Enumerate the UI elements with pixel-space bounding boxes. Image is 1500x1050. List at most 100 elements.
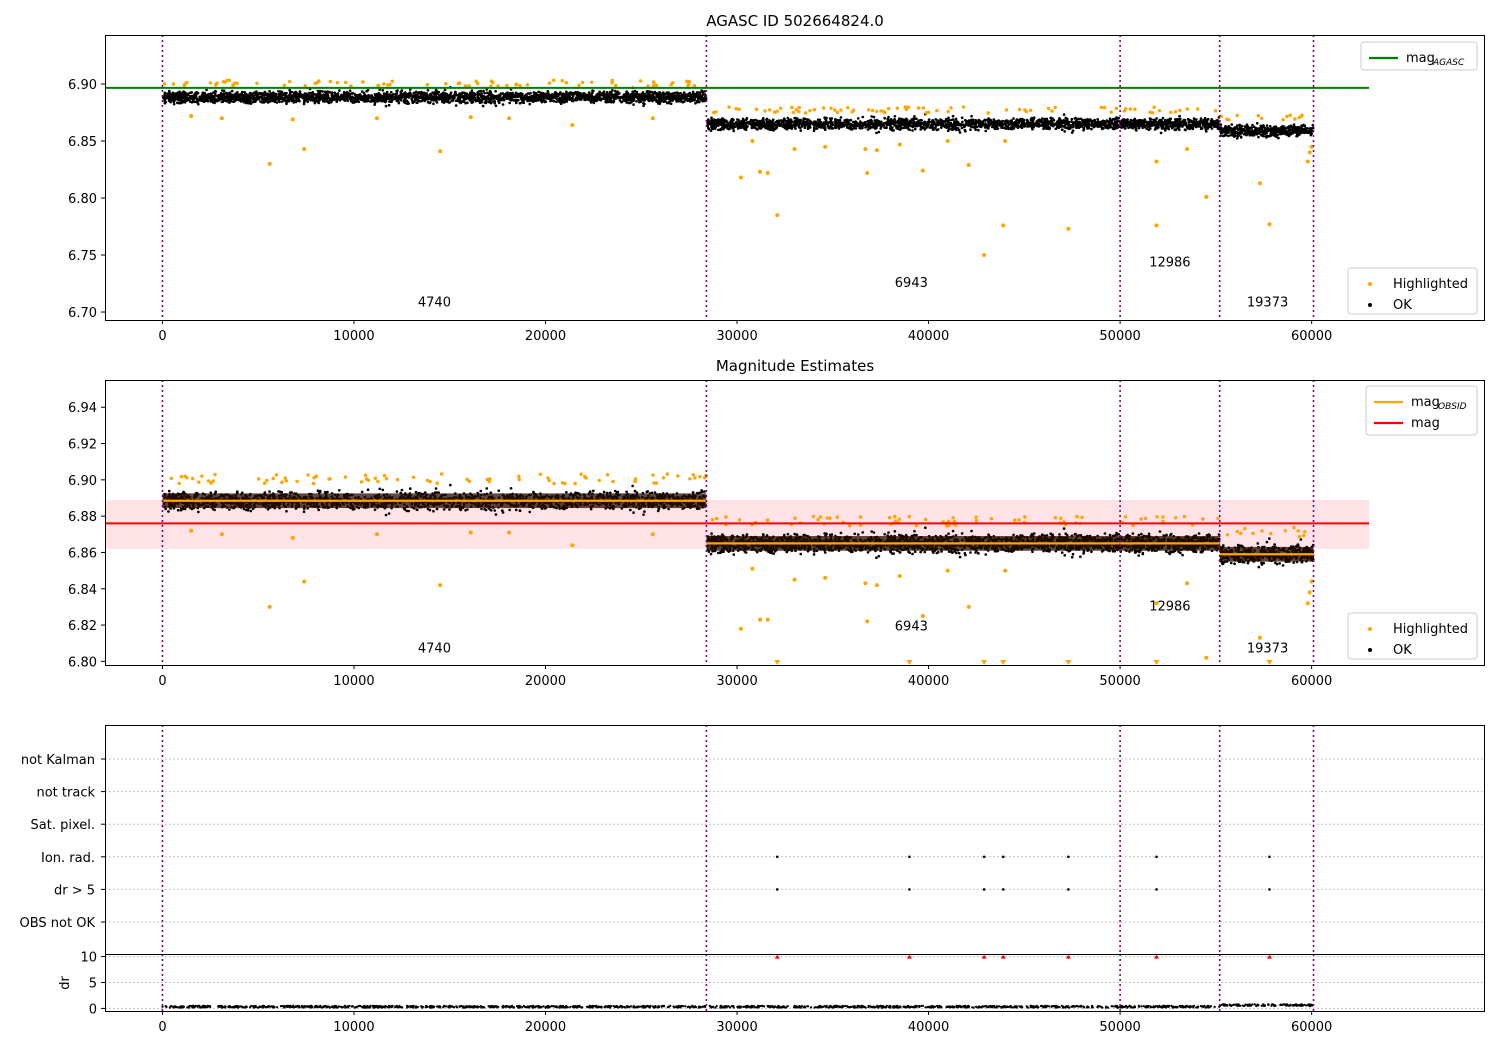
flag-row-label: Ion. rad. bbox=[41, 851, 95, 866]
y-tick-label: 6.82 bbox=[68, 619, 97, 634]
highlighted-point bbox=[1307, 590, 1312, 595]
y-tick-label: 6.70 bbox=[68, 306, 97, 321]
highlighted-point bbox=[865, 619, 870, 624]
x-tick-label: 40000 bbox=[908, 1020, 949, 1035]
x-tick-label: 30000 bbox=[716, 1020, 757, 1035]
obsid-label: 19373 bbox=[1247, 641, 1288, 656]
highlighted-point bbox=[1154, 601, 1159, 606]
highlighted-point bbox=[750, 139, 755, 144]
clipped-point-marker bbox=[1153, 660, 1160, 665]
highlighted-point bbox=[738, 175, 743, 180]
y-tick-label: 6.92 bbox=[68, 438, 97, 453]
highlighted-point bbox=[738, 626, 743, 631]
dr-clipped-marker bbox=[1000, 954, 1006, 959]
highlighted-point bbox=[468, 115, 473, 120]
legend-label: mag bbox=[1411, 416, 1440, 431]
highlighted-point bbox=[1309, 144, 1314, 149]
clipped-point-marker bbox=[1065, 660, 1072, 665]
highlighted-point bbox=[863, 581, 868, 586]
dr-clipped-marker bbox=[1266, 954, 1272, 959]
legend-dot-swatch bbox=[1368, 648, 1372, 652]
legend-dot-swatch bbox=[1368, 627, 1372, 631]
obsid-label: 4740 bbox=[418, 295, 451, 310]
ok-points bbox=[1218, 122, 1315, 140]
plot-frame bbox=[105, 954, 1485, 1012]
y-tick-label: 6.84 bbox=[68, 583, 97, 598]
y-tick-label: 6.80 bbox=[68, 192, 97, 207]
legend-box bbox=[1347, 612, 1478, 660]
highlighted-point bbox=[438, 149, 443, 154]
flag-point bbox=[908, 888, 911, 891]
highlighted-point bbox=[1185, 147, 1190, 151]
x-tick-label: 0 bbox=[158, 329, 166, 344]
x-tick-label: 60000 bbox=[1291, 674, 1332, 689]
highlighted-point bbox=[290, 535, 295, 540]
obsid-label: 12986 bbox=[1149, 255, 1190, 270]
clipped-point-marker bbox=[906, 660, 913, 665]
highlighted-point bbox=[1267, 222, 1272, 227]
y-tick-label: 6.90 bbox=[68, 78, 97, 93]
obsid-label: 4740 bbox=[418, 641, 451, 656]
x-tick-label: 40000 bbox=[908, 674, 949, 689]
x-tick-label: 50000 bbox=[1099, 1020, 1140, 1035]
highlighted-points bbox=[1122, 105, 1218, 115]
highlighted-point bbox=[945, 139, 950, 144]
highlighted-point bbox=[290, 117, 295, 122]
highlighted-point bbox=[874, 148, 879, 153]
clipped-point-marker bbox=[981, 660, 988, 665]
flag-row-label: not Kalman bbox=[21, 753, 95, 768]
dr-points bbox=[161, 1004, 1221, 1009]
dr-clipped-marker bbox=[906, 954, 912, 959]
y-tick-label: 6.88 bbox=[68, 510, 97, 525]
highlighted-point bbox=[1309, 579, 1314, 584]
highlighted-point bbox=[1204, 655, 1209, 660]
highlighted-point bbox=[1154, 223, 1159, 228]
y-tick-label: 5 bbox=[89, 977, 97, 992]
highlighted-point bbox=[758, 617, 763, 622]
x-tick-label: 20000 bbox=[525, 1020, 566, 1035]
x-tick-label: 20000 bbox=[525, 674, 566, 689]
legend-label: OK bbox=[1393, 643, 1412, 658]
agasc-magnitude-plot: AGASC ID 502664824.0 4740 6943 12986 19373 0… bbox=[68, 12, 1485, 344]
highlighted-point bbox=[189, 528, 194, 533]
ok-points bbox=[706, 112, 1122, 135]
highlighted-point bbox=[823, 575, 828, 580]
flag-point bbox=[908, 855, 911, 859]
flag-point bbox=[982, 855, 986, 859]
highlighted-point bbox=[650, 532, 655, 537]
highlighted-point bbox=[302, 579, 307, 584]
x-tick-label: 30000 bbox=[716, 674, 757, 689]
clipped-point-marker bbox=[1266, 660, 1273, 665]
highlighted-point bbox=[219, 116, 224, 121]
y-tick-label: 6.90 bbox=[68, 474, 97, 489]
x-tick-label: 10000 bbox=[333, 1020, 374, 1035]
highlighted-point bbox=[823, 144, 828, 149]
highlighted-point bbox=[765, 170, 770, 175]
highlighted-point bbox=[1257, 181, 1262, 186]
dr-clipped-marker bbox=[774, 954, 780, 959]
magnitude-estimates-plot: Magnitude Estimates 4740 6943 12986 19373 0 1… bbox=[68, 357, 1485, 689]
legend-dot-swatch bbox=[1368, 282, 1372, 286]
flag-point bbox=[1067, 888, 1070, 891]
plot-title: Magnitude Estimates bbox=[716, 357, 874, 375]
highlighted-point bbox=[982, 253, 987, 258]
highlighted-point bbox=[765, 617, 770, 622]
highlighted-point bbox=[1307, 150, 1312, 155]
highlighted-points bbox=[711, 105, 1119, 115]
highlighted-point bbox=[507, 530, 512, 535]
highlighted-point bbox=[374, 116, 379, 121]
plot-frame bbox=[105, 380, 1485, 666]
flag-point bbox=[1001, 855, 1005, 859]
highlighted-point bbox=[865, 170, 870, 175]
highlighted-point bbox=[1257, 635, 1262, 640]
legend-dot-swatch bbox=[1368, 303, 1372, 307]
highlighted-point bbox=[874, 583, 879, 588]
flag-row-label: OBS not OK bbox=[20, 916, 96, 931]
legend-label: Highlighted bbox=[1393, 622, 1468, 637]
flag-row-label: dr > 5 bbox=[54, 883, 95, 898]
y-tick-label: 6.86 bbox=[68, 546, 97, 561]
highlighted-point bbox=[1003, 568, 1008, 573]
highlighted-point bbox=[1204, 194, 1209, 199]
x-tick-label: 20000 bbox=[525, 329, 566, 344]
